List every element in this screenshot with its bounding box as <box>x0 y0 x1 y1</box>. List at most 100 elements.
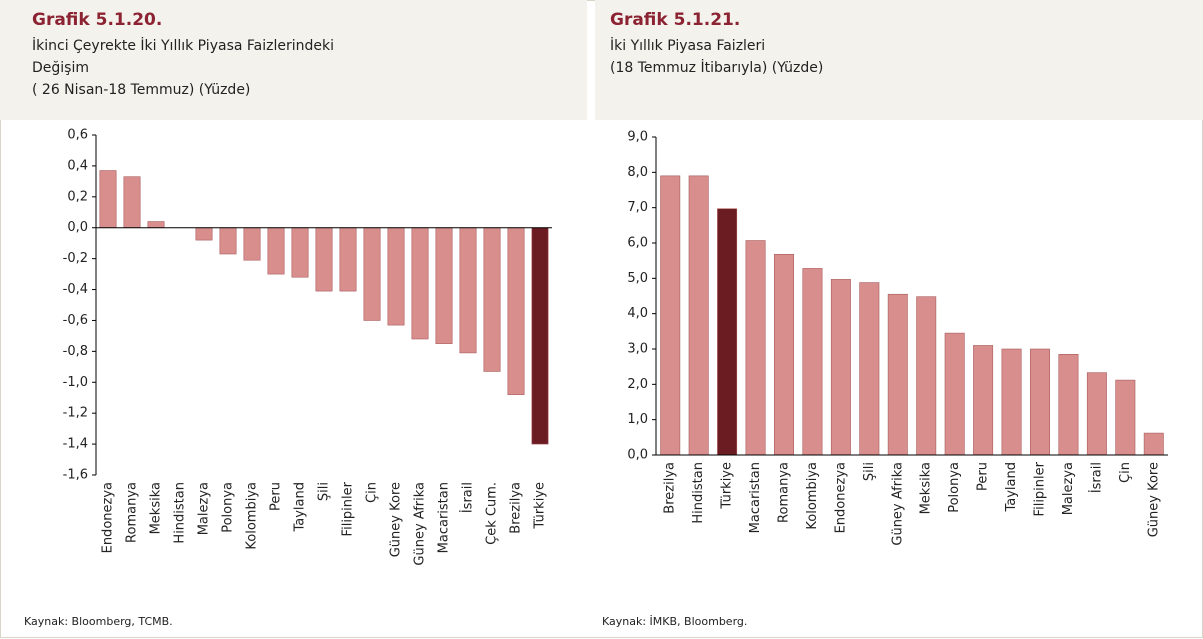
bar <box>219 227 237 255</box>
bar <box>243 227 261 261</box>
bar <box>363 227 381 321</box>
bar <box>123 176 141 229</box>
y-tick-label: -0,6 <box>63 313 88 328</box>
x-tick-label: İsrail <box>460 482 476 513</box>
bar <box>459 227 477 354</box>
y-tick-label: -1,6 <box>63 468 88 483</box>
x-tick-label: Çek Cum. <box>485 482 500 545</box>
chart-title: Grafik 5.1.21. <box>610 10 740 30</box>
x-tick-label: Polonya <box>221 482 236 533</box>
y-tick-label: -1,2 <box>63 406 88 421</box>
bar <box>411 227 429 340</box>
x-tick-label: Filipinler <box>1033 461 1048 516</box>
x-tick-label: Malezya <box>197 482 212 535</box>
bar <box>315 227 333 292</box>
source: Kaynak: Bloomberg, TCMB. <box>24 615 173 628</box>
chart-subtitle: Değişim <box>32 60 89 76</box>
x-tick-label: Romanya <box>125 482 140 543</box>
x-tick-label: Güney Afrika <box>890 462 905 546</box>
bar <box>147 221 165 229</box>
bar <box>267 227 285 275</box>
bar <box>1086 372 1107 456</box>
bar <box>973 345 994 456</box>
y-tick-label: 0,6 <box>67 128 88 143</box>
y-tick-label: 0,0 <box>67 220 88 235</box>
x-tick-label: Hindistan <box>691 462 706 524</box>
y-tick-label: 7,0 <box>627 200 648 215</box>
bar <box>1001 348 1022 456</box>
bar <box>483 227 501 372</box>
y-tick-label: 0,0 <box>627 448 648 463</box>
x-tick-label: Tayland <box>293 482 308 533</box>
x-tick-label: Peru <box>976 462 991 491</box>
x-tick-label: Meksika <box>149 482 164 534</box>
bar <box>387 227 405 326</box>
x-tick-label: Endonezya <box>833 462 848 533</box>
y-tick-label: -1,0 <box>63 375 88 390</box>
header-bg <box>595 0 1203 120</box>
x-tick-label: Çin <box>1118 462 1133 483</box>
bar <box>944 332 965 456</box>
bar <box>887 293 908 456</box>
bar <box>435 227 453 344</box>
y-tick-label: -0,8 <box>63 344 88 359</box>
x-tick-label: Şili <box>317 482 332 501</box>
x-tick-label: Çin <box>365 482 380 503</box>
y-tick-label: -0,2 <box>63 251 88 266</box>
x-tick-label: Macaristan <box>748 462 763 533</box>
x-tick-label: Hindistan <box>173 482 188 544</box>
bar <box>745 240 766 456</box>
bar <box>802 268 823 456</box>
bar <box>830 279 851 456</box>
bar <box>1115 379 1136 456</box>
x-tick-label: Romanya <box>777 462 792 523</box>
bar <box>916 296 937 456</box>
y-tick-label: 0,4 <box>67 158 88 173</box>
bar <box>507 227 525 395</box>
y-tick-label: 4,0 <box>627 306 648 321</box>
header-bg <box>0 0 587 120</box>
bar <box>688 175 709 456</box>
x-tick-label: Polonya <box>947 462 962 513</box>
y-tick-label: 1,0 <box>627 412 648 427</box>
bar <box>1058 353 1079 456</box>
bar <box>717 208 738 456</box>
bar <box>660 175 681 456</box>
bar <box>1030 348 1050 456</box>
bar <box>291 227 309 278</box>
chart-subtitle: ( 26 Nisan-18 Temmuz) (Yüzde) <box>32 82 250 98</box>
x-tick-label: Peru <box>269 482 284 511</box>
bar <box>774 254 794 456</box>
y-tick-label: -1,4 <box>63 437 88 452</box>
y-tick-label: -0,4 <box>63 282 88 297</box>
x-tick-label: Tayland <box>1004 462 1019 513</box>
x-tick-label: İsrail <box>1088 462 1104 493</box>
y-tick-label: 8,0 <box>627 165 648 180</box>
x-tick-label: Kolombiya <box>805 462 820 530</box>
x-tick-label: Güney Afrika <box>413 482 428 566</box>
x-tick-label: Endonezya <box>101 482 116 553</box>
x-tick-label: Güney Kore <box>1146 462 1161 537</box>
chart-subtitle: İkinci Çeyrekte İki Yıllık Piyasa Faizle… <box>32 36 334 54</box>
y-tick-label: 6,0 <box>627 236 648 251</box>
x-tick-label: Brezilya <box>509 482 524 534</box>
x-tick-label: Güney Kore <box>389 482 404 557</box>
y-tick-label: 5,0 <box>627 271 648 286</box>
x-tick-label: Malezya <box>1061 462 1076 515</box>
bar <box>99 170 117 229</box>
x-tick-label: Şili <box>862 462 877 481</box>
bar <box>859 282 880 456</box>
x-tick-label: Türkiye <box>720 462 735 510</box>
x-tick-label: Brezilya <box>663 462 678 514</box>
chart-subtitle: (18 Temmuz İtibarıyla) (Yüzde) <box>610 58 823 76</box>
x-tick-label: Filipinler <box>341 481 356 536</box>
x-tick-label: Türkiye <box>533 482 548 530</box>
y-tick-label: 3,0 <box>627 342 648 357</box>
y-tick-label: 9,0 <box>627 130 648 145</box>
source: Kaynak: İMKB, Bloomberg. <box>602 615 747 628</box>
y-tick-label: 2,0 <box>627 377 648 392</box>
x-tick-label: Meksika <box>919 462 934 514</box>
x-tick-label: Macaristan <box>437 482 452 553</box>
